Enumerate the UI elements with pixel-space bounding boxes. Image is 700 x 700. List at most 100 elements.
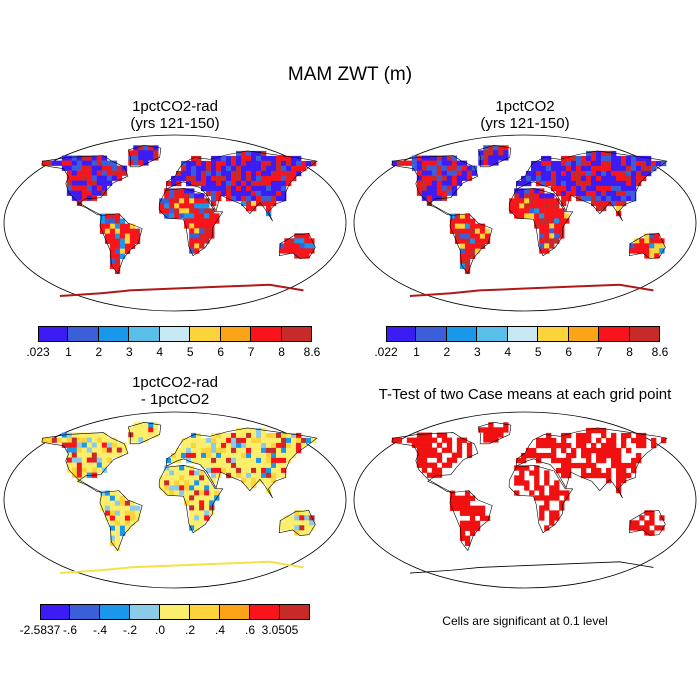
significance-note: Cells are significant at 0.1 level (442, 614, 608, 628)
colorbar-label: 6 (217, 345, 224, 359)
panel-title-rad-line1: 1pctCO2-rad (132, 98, 218, 115)
colorbar-label: 8 (626, 345, 633, 359)
colorbar-swatch (250, 604, 280, 620)
africa-coastline (158, 465, 224, 534)
colorbar-swatch (251, 326, 282, 342)
colorbar-label: 2 (95, 345, 103, 359)
ttest-significance-map (353, 411, 697, 589)
south-america-coastline (449, 490, 493, 552)
south-america-coastline (449, 213, 493, 275)
panel-title-rad: 1pctCO2-rad (yrs 121-150) (75, 98, 275, 132)
colorbar-swatch (100, 604, 130, 620)
panel-title-ttest-line1: T-Test of two Case means at each grid po… (378, 386, 672, 403)
zwt-difference-map (3, 411, 347, 589)
colorbar-difference: -2.5837 -.6 -.4 -.2 .0 .2 .4 .6 3.0505 (20, 604, 310, 638)
colorbar-1pctco2-rad: .023 1 2 3 4 5 6 7 8 8.6 (26, 326, 320, 360)
north-america-coastline (41, 432, 129, 493)
australia-coastline (278, 232, 316, 259)
colorbar-swatch (98, 326, 130, 342)
colorbar-swatch (416, 326, 447, 342)
figure-title: MAM ZWT (m) (287, 64, 413, 85)
colorbar-swatch (386, 326, 417, 342)
colorbar-label: 5 (186, 345, 194, 359)
panel-title-ttest: T-Test of two Case means at each grid po… (350, 386, 700, 403)
colorbar-swatch (280, 604, 310, 620)
colorbar-label: .0 (154, 623, 166, 637)
greenland-coastline (477, 144, 512, 168)
colorbar-label: 3 (125, 345, 133, 359)
colorbar-swatch (599, 326, 630, 342)
australia-coastline (628, 232, 666, 259)
north-america-coastline (391, 432, 479, 493)
antarctica-coast (59, 283, 304, 298)
south-america-coastline (99, 213, 143, 275)
gridded-field (391, 422, 667, 546)
north-america-coastline (41, 155, 129, 216)
colorbar-swatch (38, 326, 69, 342)
colorbar-swatch (629, 326, 660, 342)
gridded-field (41, 145, 317, 274)
greenland-coastline (127, 421, 162, 445)
south-america-coastline (99, 490, 143, 552)
panel-title-rad-line2: (yrs 121-150) (130, 115, 220, 132)
colorbar-label: 7 (595, 345, 603, 359)
eurasia-coastline (165, 150, 318, 222)
panel-title-diff: 1pctCO2-rad - 1pctCO2 (75, 374, 275, 408)
zwt-map-1pctco2-rad (3, 134, 347, 312)
colorbar-label: -.4 (92, 623, 108, 637)
colorbar-label: .6 (244, 623, 256, 637)
north-america-coastline (391, 155, 479, 216)
colorbar-swatch (40, 604, 70, 620)
colorbar-swatch (70, 604, 100, 620)
panel-title-diff-line2: - 1pctCO2 (140, 391, 210, 408)
colorbar-swatch (538, 326, 569, 342)
africa-coastline (508, 465, 574, 534)
colorbar-label: 8 (278, 345, 285, 359)
colorbar-label: 8.6 (651, 345, 669, 359)
antarctica-coast (59, 560, 304, 575)
colorbar-label: 4 (504, 345, 512, 359)
colorbar-swatch (507, 326, 539, 342)
colorbar-swatch (446, 326, 478, 342)
colorbar-swatch (190, 326, 221, 342)
antarctica-coast (409, 283, 654, 298)
colorbar-label: .023 (26, 345, 50, 359)
australia-coastline (628, 509, 666, 536)
australia-coastline (278, 509, 316, 536)
colorbar-label: 1 (413, 345, 420, 359)
colorbar-swatch (190, 604, 220, 620)
colorbar-label: 8.6 (303, 345, 321, 359)
colorbar-label: 6 (565, 345, 572, 359)
eurasia-coastline (515, 150, 668, 222)
colorbar-swatch (220, 326, 252, 342)
colorbar-swatch (159, 326, 191, 342)
colorbar-swatch (220, 604, 250, 620)
colorbar-label: -2.5837 (19, 623, 61, 637)
colorbar-swatch (281, 326, 312, 342)
colorbar-label: .022 (374, 345, 398, 359)
colorbar-label: .2 (184, 623, 196, 637)
panel-title-diff-line1: 1pctCO2-rad (132, 374, 218, 391)
colorbar-label: .4 (214, 623, 226, 637)
greenland-coastline (477, 421, 512, 445)
colorbar-label: 3.0505 (261, 623, 299, 637)
colorbar-label: 2 (443, 345, 451, 359)
panel-title-ctrl-line2: (yrs 121-150) (480, 115, 570, 132)
panel-title-ctrl: 1pctCO2 (yrs 121-150) (425, 98, 625, 132)
colorbar-swatch (129, 326, 160, 342)
colorbar-label: 1 (65, 345, 72, 359)
eurasia-coastline (515, 427, 668, 499)
eurasia-coastline (165, 427, 318, 499)
colorbar-label: 7 (247, 345, 255, 359)
colorbar-label: -.6 (62, 623, 78, 637)
colorbar-label: 3 (473, 345, 481, 359)
colorbar-label: -.2 (122, 623, 138, 637)
colorbar-swatch (130, 604, 160, 620)
gridded-field (391, 145, 667, 274)
zwt-map-1pctco2 (353, 134, 697, 312)
panel-title-ctrl-line1: 1pctCO2 (495, 98, 555, 115)
colorbar-label: 5 (534, 345, 542, 359)
colorbar-label: 4 (156, 345, 164, 359)
colorbar-1pctco2: .022 1 2 3 4 5 6 7 8 8.6 (374, 326, 668, 360)
africa-coastline (158, 188, 224, 257)
